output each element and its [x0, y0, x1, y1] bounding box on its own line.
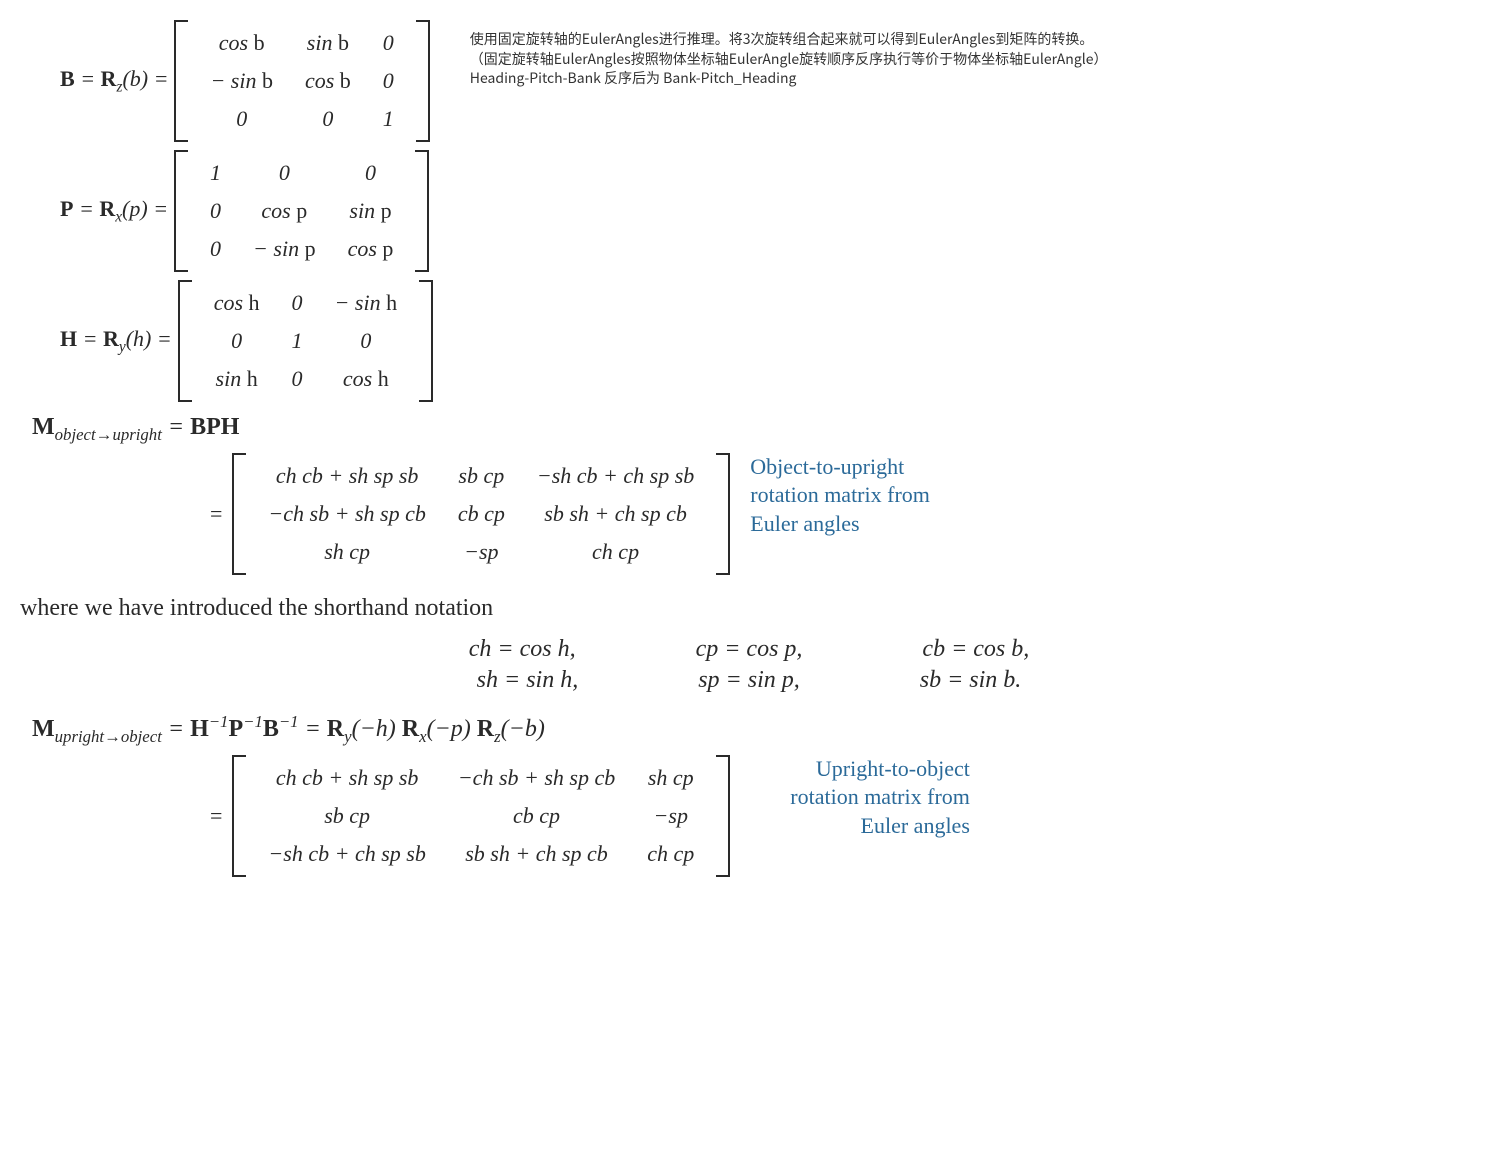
shorthand-intro-text: where we have introduced the shorthand n… [20, 595, 1478, 622]
sh-sb: sb = sin b. [920, 667, 1022, 694]
eq-b-row: B = Rz(b) = cos bsin b0− sin bcos b0001 … [20, 20, 1478, 142]
caption-upright-to-obj: Upright-to-object rotation matrix from E… [790, 755, 970, 841]
caption1-l2: rotation matrix from [750, 481, 930, 510]
eq-m2-matrix: ch cb + sh sp sb−ch sb + sh sp cbsh cpsb… [232, 755, 730, 877]
eq-m1-matrix-block: = ch cb + sh sp sbsb cp−sh cb + ch sp sb… [200, 453, 730, 575]
shorthand-row2: sh = sin h, sp = sin p, sb = sin b. [20, 667, 1478, 694]
annot-line3: Heading-Pitch-Bank 反序后为 Bank-Pitch_Headi… [470, 69, 1108, 89]
caption1-l1: Object-to-upright [750, 453, 930, 482]
caption-obj-to-upright: Object-to-upright rotation matrix from E… [750, 453, 930, 539]
eq-m2-line1: Mupright→object = H−1P−1B−1 = Ry(−h) Rx(… [20, 712, 1478, 747]
eq-m1-matrix: ch cb + sh sp sbsb cp−sh cb + ch sp sb−c… [232, 453, 730, 575]
eq-m1-line2: = ch cb + sh sp sbsb cp−sh cb + ch sp sb… [20, 453, 1478, 575]
eq-p-matrix: 1000cos psin p0− sin pcos p [174, 150, 429, 272]
caption2-l1: Upright-to-object [790, 755, 970, 784]
caption2-l2: rotation matrix from [790, 783, 970, 812]
eq-h-lhs: H = Ry(h) = [60, 326, 178, 356]
eq-p-lhs: P = Rx(p) = [60, 196, 174, 226]
eq-b: B = Rz(b) = cos bsin b0− sin bcos b0001 [60, 20, 430, 142]
eq-h-row: H = Ry(h) = cos h0− sin h010sin h0cos h [20, 280, 1478, 402]
sh-cb: cb = cos b, [922, 636, 1029, 663]
sh-ch: ch = cos h, [469, 636, 576, 663]
annot-line1: 使用固定旋转轴的EulerAngles进行推理。将3次旋转组合起来就可以得到Eu… [470, 30, 1108, 50]
chinese-annotation: 使用固定旋转轴的EulerAngles进行推理。将3次旋转组合起来就可以得到Eu… [470, 30, 1108, 89]
eq-b-matrix: cos bsin b0− sin bcos b0001 [174, 20, 429, 142]
eq-m1-line1: Mobject→upright = BPH [20, 414, 1478, 445]
eq-h-matrix: cos h0− sin h010sin h0cos h [178, 280, 433, 402]
eq-p: P = Rx(p) = 1000cos psin p0− sin pcos p [60, 150, 429, 272]
caption2-l3: Euler angles [790, 812, 970, 841]
shorthand-row1: ch = cos h, cp = cos p, cb = cos b, [20, 636, 1478, 663]
caption1-l3: Euler angles [750, 510, 930, 539]
equals-sign: = [200, 501, 232, 527]
sh-cp: cp = cos p, [696, 636, 803, 663]
sh-sh: sh = sin h, [477, 667, 579, 694]
annot-line2: （固定旋转轴EulerAngles按照物体坐标轴EulerAngle旋转顺序反序… [470, 50, 1108, 70]
sh-sp: sp = sin p, [698, 667, 800, 694]
eq-b-lhs: B = Rz(b) = [60, 66, 174, 96]
eq-h: H = Ry(h) = cos h0− sin h010sin h0cos h [60, 280, 433, 402]
eq-p-row: P = Rx(p) = 1000cos psin p0− sin pcos p [20, 150, 1478, 272]
equals-sign2: = [200, 803, 232, 829]
eq-m1-lhs: Mobject→upright = BPH [32, 414, 245, 445]
eq-m2-lhs: Mupright→object = H−1P−1B−1 = Ry(−h) Rx(… [32, 712, 551, 747]
eq-m2-matrix-block: = ch cb + sh sp sb−ch sb + sh sp cbsh cp… [200, 755, 730, 877]
eq-m2-line2: = ch cb + sh sp sb−ch sb + sh sp cbsh cp… [20, 755, 1478, 877]
